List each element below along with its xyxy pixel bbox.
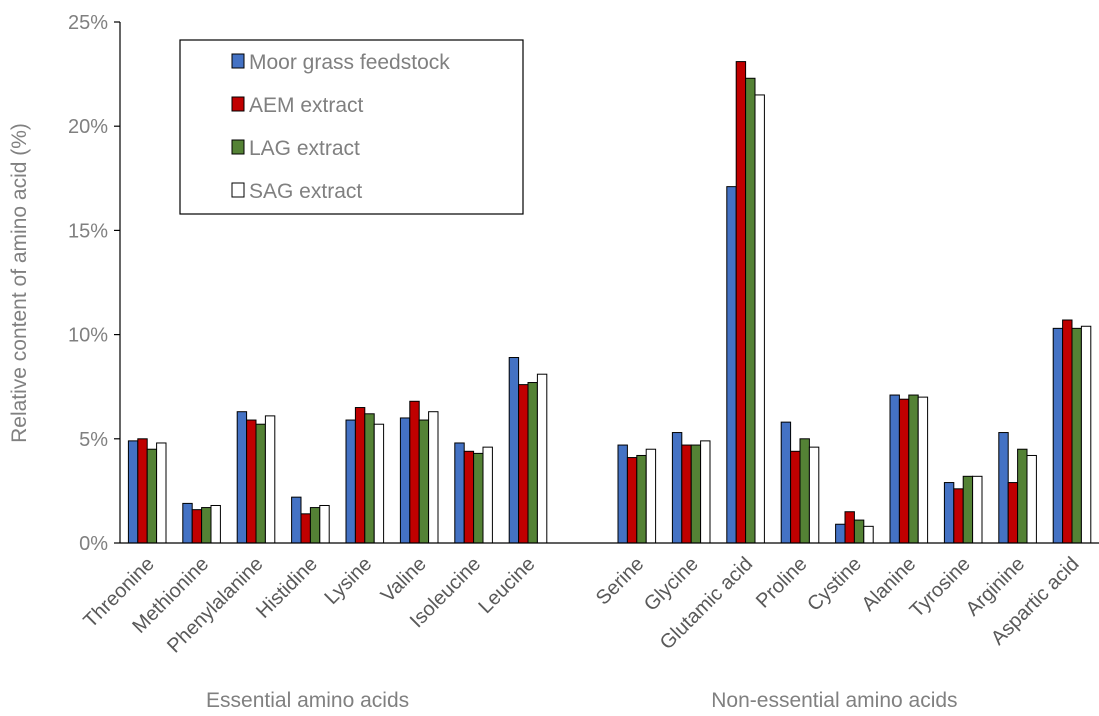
bar-sag-extract-arginine — [1026, 454, 1037, 544]
bar-moor-grass-feedstock-arginine — [998, 432, 1009, 544]
bar-lag-extract-proline — [799, 438, 810, 544]
y-tick-label: 20% — [68, 116, 108, 138]
y-tick-label: 10% — [68, 325, 108, 347]
bar-aem-extract-isoleucine — [463, 450, 475, 544]
bar-sag-extract-histidine — [319, 504, 330, 544]
legend-label: SAG extract — [249, 180, 362, 203]
bar-aem-extract-alanine — [898, 398, 910, 544]
bar-moor-grass-feedstock-glutamic-acid — [726, 186, 737, 544]
bar-moor-grass-feedstock-phenylalanine — [236, 411, 248, 544]
bar-sag-extract-valine — [428, 411, 439, 544]
y-tick-label: 0% — [79, 533, 108, 555]
bar-moor-grass-feedstock-alanine — [889, 394, 900, 544]
bar-moor-grass-feedstock-isoleucine — [454, 442, 465, 544]
bar-aem-extract-cystine — [844, 511, 855, 544]
bar-moor-grass-feedstock-histidine — [291, 496, 302, 544]
bar-aem-extract-arginine — [1007, 482, 1019, 544]
x-tick-label: Histidine — [252, 553, 322, 623]
bar-aem-extract-aspartic-acid — [1062, 319, 1073, 544]
x-tick-label: Tyrosine — [906, 553, 975, 622]
bar-moor-grass-feedstock-proline — [780, 421, 792, 544]
bar-lag-extract-glycine — [690, 444, 702, 544]
bar-lag-extract-glutamic-acid — [745, 77, 756, 544]
group-label: Essential amino acids — [206, 689, 409, 712]
bar-sag-extract-lysine — [373, 423, 385, 544]
bar-moor-grass-feedstock-lysine — [345, 419, 356, 544]
bar-lag-extract-serine — [636, 454, 647, 544]
bar-lag-extract-isoleucine — [473, 452, 484, 544]
bar-aem-extract-threonine — [137, 438, 148, 544]
bar-lag-extract-histidine — [309, 507, 321, 544]
x-tick-label: Leucine — [474, 553, 539, 618]
x-tick-label: Phenylalanine — [163, 553, 267, 657]
bar-sag-extract-threonine — [156, 442, 167, 544]
bar-moor-grass-feedstock-cystine — [835, 523, 846, 544]
bar-aem-extract-lysine — [354, 407, 366, 544]
bars — [127, 61, 1092, 544]
bar-sag-extract-serine — [645, 448, 657, 544]
legend-swatch — [231, 53, 245, 69]
legend: Moor grass feedstock AEM extract LAG extra… — [179, 39, 524, 215]
legend-label: Moor grass feedstock — [249, 51, 450, 74]
legend-swatch — [231, 139, 245, 155]
bar-aem-extract-histidine — [300, 513, 311, 544]
bar-lag-extract-alanine — [908, 394, 919, 544]
bar-aem-extract-phenylalanine — [246, 419, 257, 544]
legend-swatch — [231, 96, 245, 112]
group-label: Non-essential amino acids — [711, 689, 957, 712]
bar-lag-extract-aspartic-acid — [1071, 327, 1082, 544]
bar-moor-grass-feedstock-glycine — [671, 432, 683, 544]
bar-lag-extract-phenylalanine — [255, 423, 266, 544]
bar-moor-grass-feedstock-serine — [617, 444, 628, 544]
bar-aem-extract-glutamic-acid — [735, 61, 747, 544]
legend-label: AEM extract — [249, 94, 364, 117]
bar-aem-extract-serine — [626, 457, 638, 544]
y-axis: 0% 5% 10% 15% 20% 25% — [68, 12, 121, 555]
y-tick-label: 25% — [68, 12, 108, 34]
bar-moor-grass-feedstock-methionine — [182, 502, 193, 544]
bar-sag-extract-methionine — [210, 504, 221, 544]
bar-aem-extract-proline — [790, 450, 801, 544]
bar-lag-extract-cystine — [853, 519, 865, 544]
bar-sag-extract-glutamic-acid — [754, 94, 765, 544]
x-tick-label: Cystine — [803, 553, 866, 616]
bar-moor-grass-feedstock-leucine — [508, 357, 520, 544]
bar-sag-extract-cystine — [863, 525, 874, 544]
group-labels: Essential amino acids Non-essential amino… — [206, 689, 958, 712]
bar-lag-extract-lysine — [364, 413, 375, 544]
bar-aem-extract-glycine — [681, 444, 692, 544]
bar-sag-extract-alanine — [917, 396, 929, 544]
bar-sag-extract-leucine — [536, 373, 548, 544]
bar-lag-extract-threonine — [146, 448, 158, 544]
x-tick-label: Proline — [752, 553, 812, 613]
bar-lag-extract-tyrosine — [962, 475, 974, 544]
bar-sag-extract-tyrosine — [972, 475, 983, 544]
legend-label: LAG extract — [249, 137, 360, 160]
bar-aem-extract-valine — [409, 400, 420, 544]
bar-aem-extract-tyrosine — [953, 488, 964, 544]
legend-swatch — [231, 182, 245, 198]
bar-lag-extract-leucine — [527, 382, 538, 544]
x-tick-label: Lysine — [320, 553, 376, 609]
bar-sag-extract-phenylalanine — [264, 415, 276, 544]
bar-aem-extract-leucine — [518, 384, 529, 544]
y-axis-title: Relative content of amino acid (%) — [8, 123, 31, 443]
bar-sag-extract-proline — [808, 446, 820, 544]
bar-aem-extract-methionine — [191, 509, 203, 544]
bar-lag-extract-methionine — [201, 507, 212, 544]
x-axis: ThreonineMethioninePhenylalanineHistidin… — [79, 542, 1099, 657]
bar-sag-extract-isoleucine — [482, 446, 493, 544]
y-tick-label: 15% — [68, 220, 108, 242]
bar-moor-grass-feedstock-threonine — [127, 440, 139, 544]
bar-sag-extract-aspartic-acid — [1080, 325, 1092, 544]
bar-moor-grass-feedstock-aspartic-acid — [1052, 327, 1064, 544]
y-tick-label: 5% — [79, 429, 108, 451]
bar-sag-extract-glycine — [700, 440, 711, 544]
bar-moor-grass-feedstock-tyrosine — [943, 482, 955, 544]
bar-moor-grass-feedstock-valine — [399, 417, 411, 544]
bar-lag-extract-arginine — [1017, 448, 1028, 544]
bar-lag-extract-valine — [418, 419, 430, 544]
